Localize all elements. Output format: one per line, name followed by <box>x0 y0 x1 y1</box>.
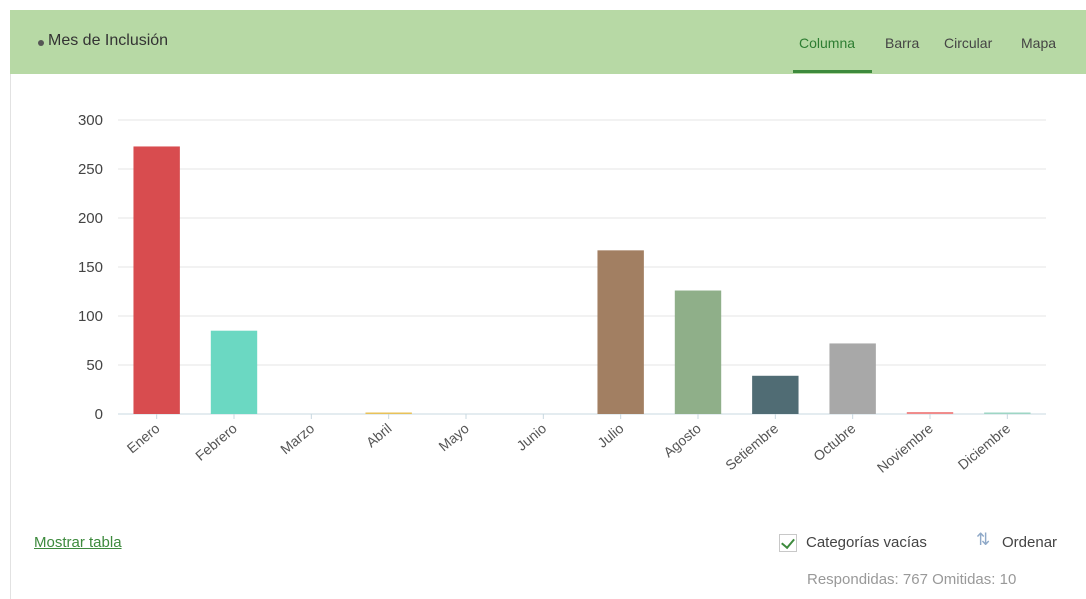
check-icon <box>781 534 795 550</box>
bar-febrero[interactable] <box>210 330 258 414</box>
bar-noviembre[interactable] <box>906 412 954 414</box>
x-tick-label: Octubre <box>810 420 859 464</box>
tab-circular[interactable]: Circular <box>944 35 993 51</box>
y-tick-label: 150 <box>78 259 103 276</box>
y-tick-label: 200 <box>78 210 103 227</box>
column-chart: 0 50 100 150 200 250 300 Enero Febrero Marzo Abril… <box>78 112 1046 476</box>
chart-panel <box>10 10 1086 599</box>
x-tick-label: Febrero <box>192 420 240 464</box>
x-tick-label: Junio <box>513 420 549 454</box>
bar-setiembre[interactable] <box>752 375 799 414</box>
x-tick-label: Setiembre <box>722 420 781 473</box>
x-tick-label: Abril <box>363 420 395 450</box>
bar-agosto[interactable] <box>674 290 722 414</box>
show-table-link[interactable]: Mostrar tabla <box>34 534 122 551</box>
x-tick-label: Noviembre <box>874 420 936 476</box>
x-tick-label: Enero <box>124 420 163 456</box>
x-tick-label: Julio <box>594 420 627 451</box>
tab-barra[interactable]: Barra <box>885 35 920 51</box>
chart-title: Mes de Inclusión <box>48 32 169 49</box>
y-tick-label: 50 <box>86 357 103 374</box>
bar-octubre[interactable] <box>829 343 876 414</box>
bar-enero[interactable] <box>133 146 180 414</box>
active-tab-indicator <box>793 70 872 73</box>
x-tick-label: Mayo <box>435 420 472 454</box>
y-tick-label: 250 <box>78 161 103 178</box>
x-tick-label: Marzo <box>277 420 317 457</box>
bar-abril[interactable] <box>365 412 412 415</box>
y-tick-label: 300 <box>78 112 103 129</box>
sort-button[interactable]: Ordenar <box>1002 534 1058 551</box>
y-tick-label: 0 <box>95 406 103 423</box>
tab-mapa[interactable]: Mapa <box>1021 35 1057 51</box>
x-tick-label: Diciembre <box>955 420 1014 473</box>
x-tick-label: Agosto <box>660 420 704 460</box>
bar-julio[interactable] <box>597 250 644 414</box>
bar-diciembre[interactable] <box>984 412 1031 415</box>
sort-arrows-icon[interactable]: ⇅ <box>976 530 991 549</box>
y-tick-label: 100 <box>78 308 103 325</box>
empty-categories-checkbox[interactable] <box>779 534 797 552</box>
response-stats: Respondidas: 767 Omitidas: 10 <box>807 571 1017 588</box>
tab-columna[interactable]: Columna <box>799 35 856 51</box>
empty-categories-label[interactable]: Categorías vacías <box>806 534 927 551</box>
chart-header: Mes de Inclusión Columna Barra Circular … <box>10 10 1086 74</box>
bullet-icon <box>38 40 44 46</box>
